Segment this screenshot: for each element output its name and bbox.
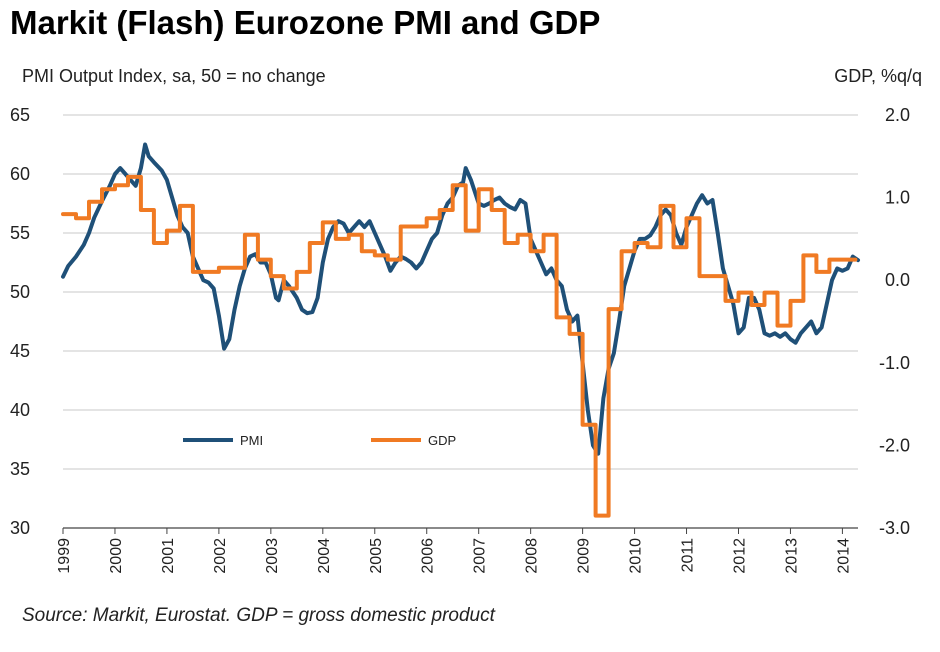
- pmi-legend-label: PMI: [240, 433, 263, 448]
- left-axis-label: PMI Output Index, sa, 50 = no change: [22, 66, 326, 86]
- y2-tick-label: 1.0: [885, 188, 910, 208]
- x-tick-label: 2003: [264, 538, 281, 574]
- y2-tick-label: 0.0: [885, 270, 910, 290]
- y2-tick-label: -2.0: [879, 435, 910, 455]
- y2-tick-label: -1.0: [879, 353, 910, 373]
- x-tick-label: 2009: [576, 538, 593, 574]
- x-tick-label: 2013: [783, 538, 800, 574]
- x-tick-label: 2011: [680, 538, 697, 573]
- x-tick-label: 2006: [420, 538, 437, 574]
- y2-tick-label: 2.0: [885, 105, 910, 125]
- x-tick-label: 2007: [472, 538, 489, 574]
- y-tick-label: 45: [10, 341, 30, 361]
- y-tick-label: 65: [10, 105, 30, 125]
- gdp-series-line: [61, 174, 858, 518]
- x-tick-label: 2012: [731, 538, 748, 574]
- y-tick-label: 60: [10, 164, 30, 184]
- x-tick-label: 2014: [835, 538, 852, 574]
- right-axis-label: GDP, %q/q: [834, 66, 922, 86]
- y-tick-label: 55: [10, 223, 30, 243]
- x-tick-label: 2005: [368, 538, 385, 574]
- x-tick-label: 2010: [628, 538, 645, 574]
- gdp-legend-label: GDP: [428, 433, 456, 448]
- x-tick-label: 2000: [108, 538, 125, 574]
- x-tick-label: 1999: [56, 538, 73, 574]
- y2-tick-label: -3.0: [879, 518, 910, 538]
- y-tick-label: 50: [10, 282, 30, 302]
- x-tick-label: 2001: [160, 538, 177, 574]
- x-tick-label: 2002: [212, 538, 229, 574]
- chart-title: Markit (Flash) Eurozone PMI and GDP: [10, 4, 601, 41]
- x-tick-label: 2008: [524, 538, 541, 574]
- y-tick-label: 30: [10, 518, 30, 538]
- source-note: Source: Markit, Eurostat. GDP = gross do…: [22, 605, 495, 626]
- x-tick-label: 2004: [316, 538, 333, 574]
- y-tick-label: 40: [10, 400, 30, 420]
- y-tick-label: 35: [10, 459, 30, 479]
